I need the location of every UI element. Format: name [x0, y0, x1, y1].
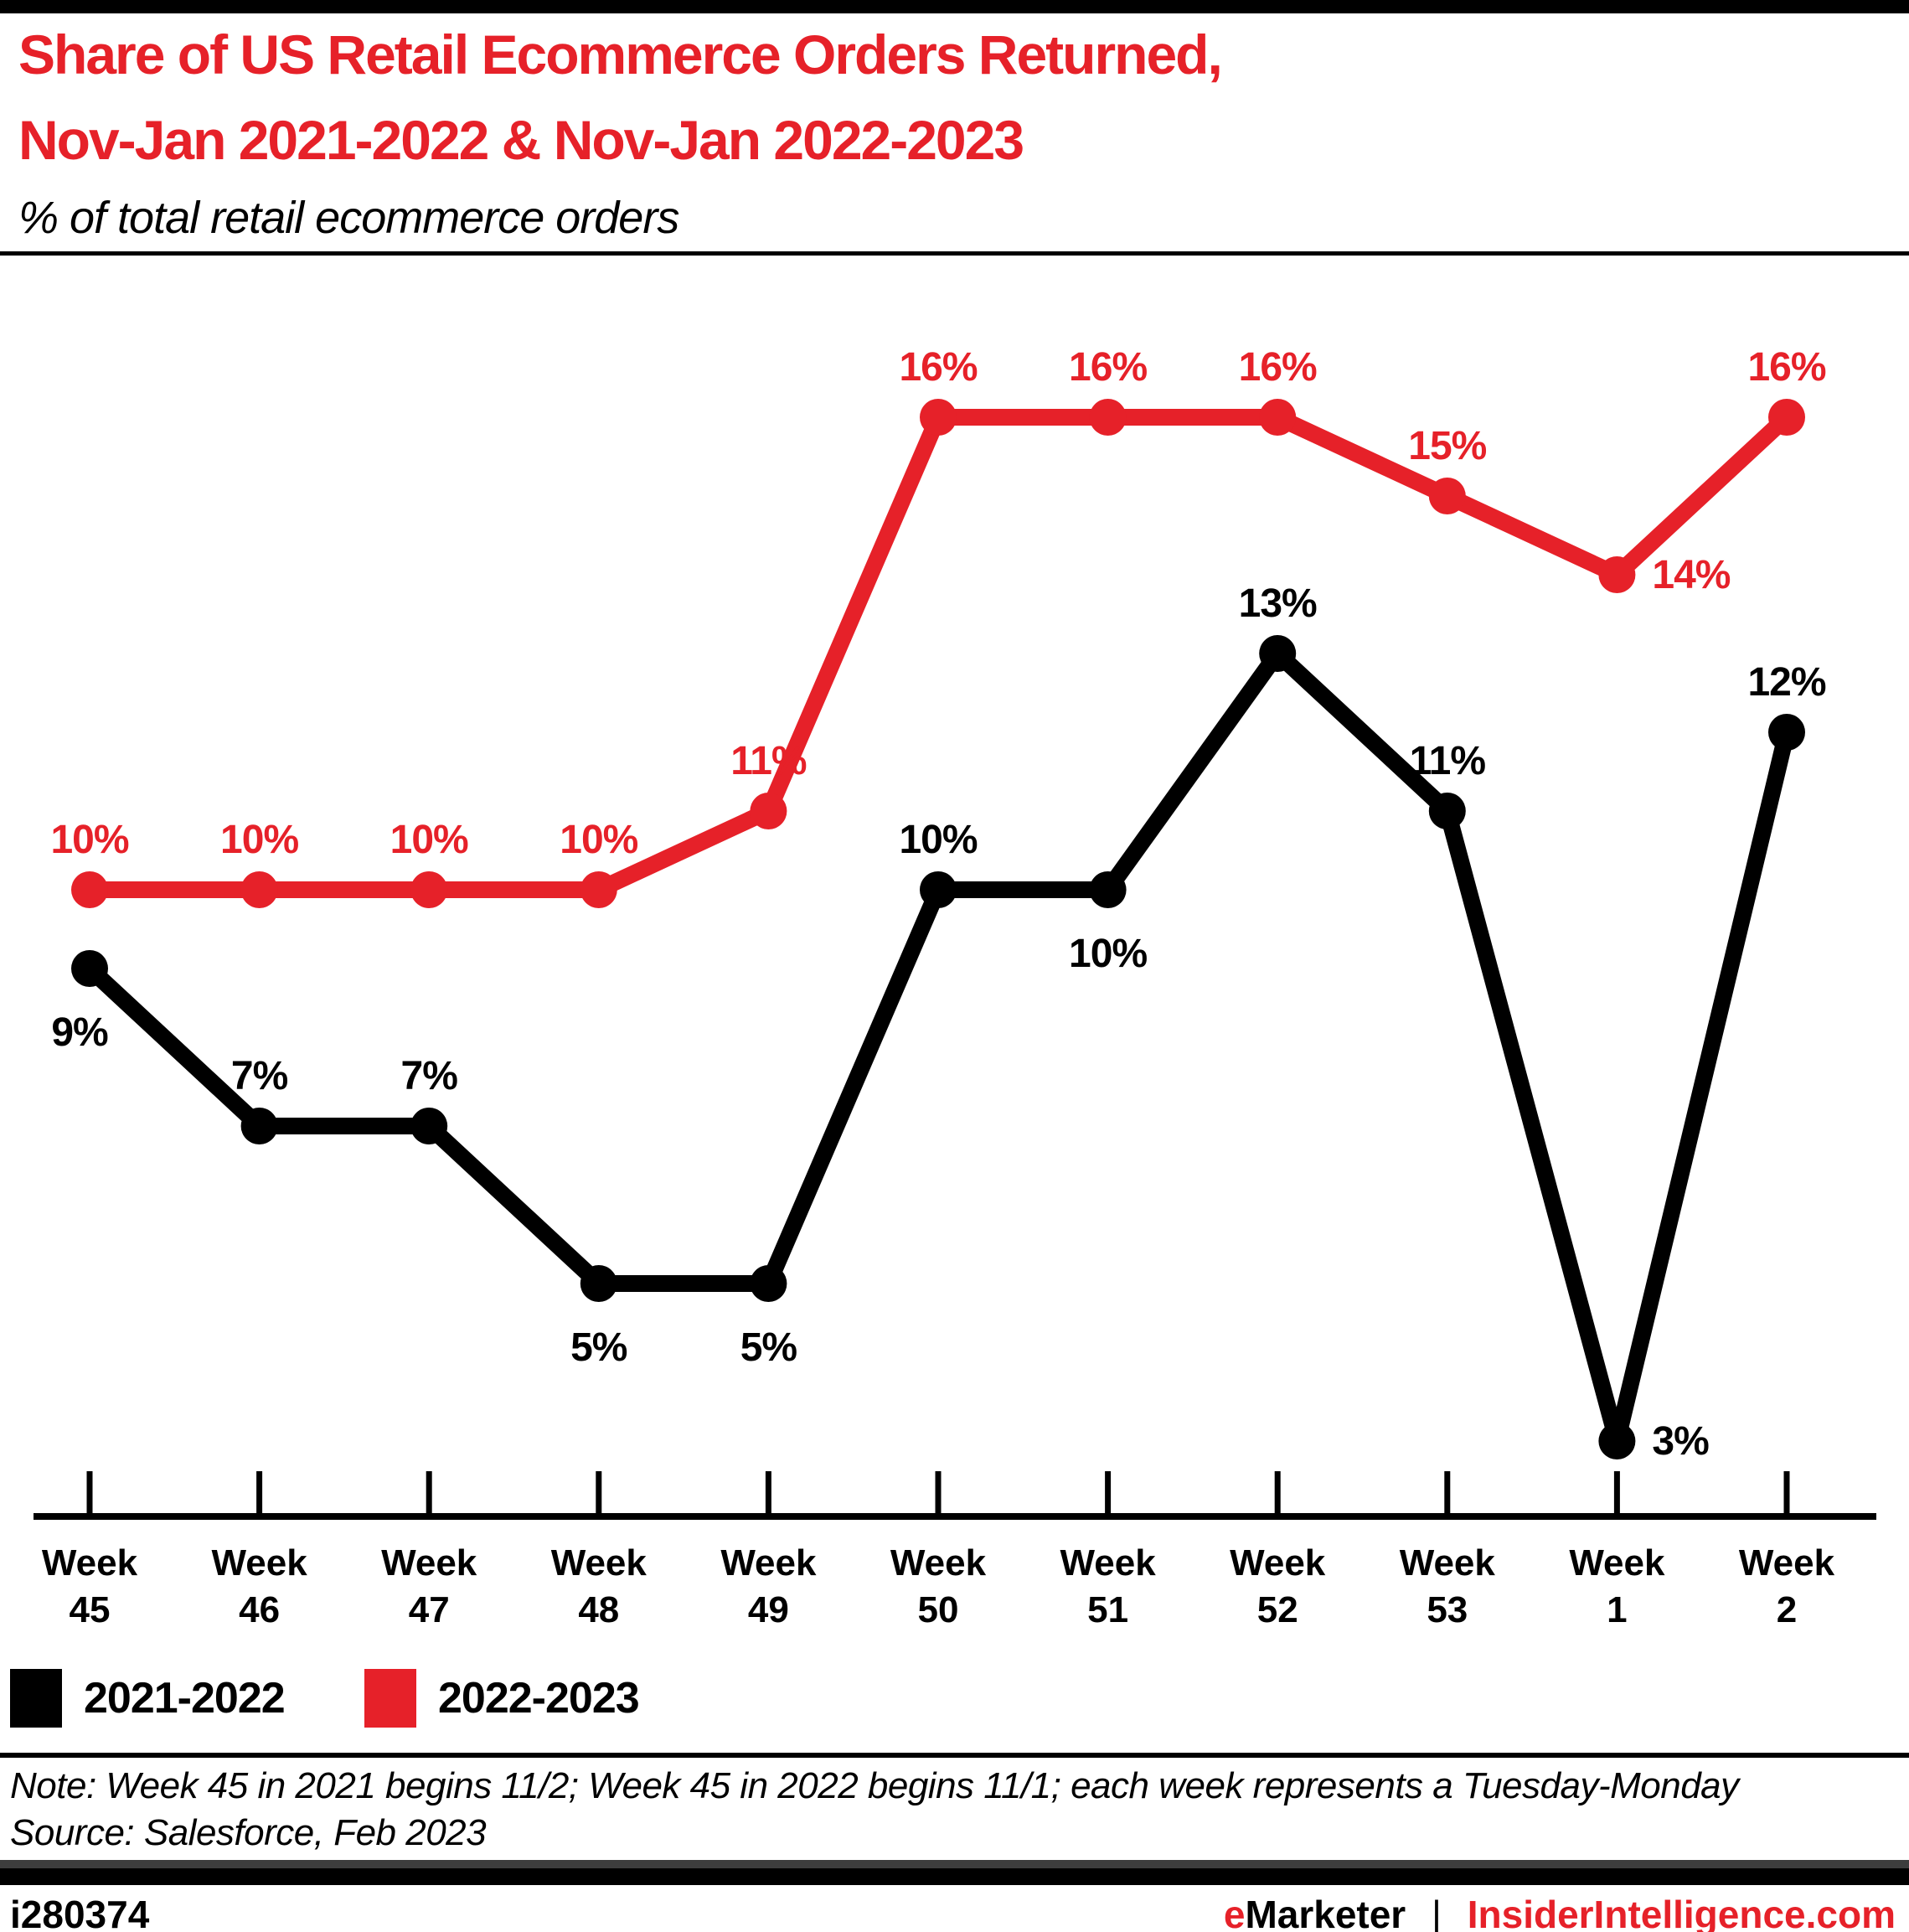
x-label-week-number: 1 — [1607, 1589, 1627, 1630]
x-label-week-number: 48 — [578, 1589, 619, 1630]
x-label-week-number: 45 — [70, 1589, 111, 1630]
data-label-2021-2022: 10% — [1069, 932, 1147, 976]
note-text: Note: Week 45 in 2021 begins 11/2; Week … — [10, 1765, 1739, 1806]
data-point-2021-2022 — [1089, 871, 1127, 908]
data-label-2021-2022: 5% — [570, 1325, 627, 1370]
x-label-week-word: Week — [720, 1542, 817, 1583]
footer-gray-bar — [0, 1860, 1909, 1868]
footer-black-bar — [0, 1868, 1909, 1885]
brand-separator: | — [1432, 1893, 1442, 1932]
data-point-2022-2023 — [1259, 399, 1297, 436]
data-label-2022-2023: 10% — [220, 818, 298, 862]
footer: i280374 eMarketer | InsiderIntelligence.… — [10, 1892, 1896, 1932]
x-label-week-number: 47 — [409, 1589, 450, 1630]
data-point-2021-2022 — [71, 950, 108, 987]
data-point-2021-2022 — [750, 1265, 787, 1302]
data-label-2022-2023: 11% — [730, 739, 807, 783]
x-label-week-word: Week — [1739, 1542, 1835, 1583]
data-label-2022-2023: 15% — [1408, 424, 1486, 468]
x-label-week-word: Week — [42, 1542, 138, 1583]
data-point-2022-2023 — [920, 399, 957, 436]
x-label-week-word: Week — [1060, 1542, 1157, 1583]
x-label-week-word: Week — [1400, 1542, 1496, 1583]
data-point-2022-2023 — [410, 871, 448, 908]
notes-divider-rule — [0, 1753, 1909, 1758]
data-label-2021-2022: 7% — [401, 1054, 458, 1098]
x-label-week-word: Week — [1569, 1542, 1665, 1583]
data-label-2021-2022: 11% — [1410, 739, 1486, 783]
data-label-2021-2022: 9% — [51, 1010, 108, 1055]
data-label-2022-2023: 10% — [560, 818, 637, 862]
x-label-week-number: 2 — [1777, 1589, 1797, 1630]
data-label-2021-2022: 7% — [231, 1054, 288, 1098]
legend-item-2022-2023: 2022-2023 — [364, 1669, 640, 1728]
emarketer-logo-e: e — [1223, 1893, 1246, 1932]
chart-id: i280374 — [10, 1893, 150, 1932]
data-label-2022-2023: 10% — [390, 818, 468, 862]
chart-title-line1: Share of US Retail Ecommerce Orders Retu… — [18, 23, 1223, 85]
data-label-2021-2022: 3% — [1652, 1419, 1709, 1464]
data-point-2022-2023 — [71, 871, 108, 908]
data-label-2021-2022: 5% — [740, 1325, 797, 1370]
data-point-2022-2023 — [580, 871, 617, 908]
data-point-2021-2022 — [240, 1108, 278, 1144]
data-point-2022-2023 — [750, 793, 787, 829]
emarketer-logo-rest: Marketer — [1245, 1893, 1406, 1932]
legend-label-2022-2023: 2022-2023 — [438, 1674, 640, 1723]
header-divider-rule — [0, 251, 1909, 256]
x-label-week-word: Week — [890, 1542, 987, 1583]
data-point-2022-2023 — [240, 871, 278, 908]
x-label-week-number: 46 — [239, 1589, 280, 1630]
data-point-2022-2023 — [1598, 556, 1636, 593]
data-point-2021-2022 — [410, 1108, 448, 1144]
data-label-2021-2022: 10% — [899, 818, 977, 862]
x-label-week-number: 49 — [748, 1589, 789, 1630]
series-line-2021-2022 — [84, 645, 1795, 1449]
data-label-2021-2022: 13% — [1239, 581, 1317, 626]
data-label-2022-2023: 16% — [1239, 345, 1317, 390]
x-label-week-number: 52 — [1257, 1589, 1298, 1630]
data-point-2021-2022 — [1259, 635, 1297, 672]
legend-swatch-red — [364, 1669, 416, 1728]
data-point-2021-2022 — [1428, 793, 1466, 829]
legend-swatch-black — [10, 1669, 62, 1728]
chart-title-line2: Nov-Jan 2021-2022 & Nov-Jan 2022-2023 — [18, 109, 1024, 171]
data-point-2021-2022 — [1598, 1423, 1636, 1459]
x-label-week-word: Week — [1230, 1542, 1326, 1583]
insider-intelligence-link[interactable]: InsiderIntelligence.com — [1467, 1893, 1896, 1932]
brand-lockup: eMarketer | InsiderIntelligence.com — [1224, 1892, 1896, 1932]
x-label-week-number: 51 — [1087, 1589, 1128, 1630]
data-label-2022-2023: 16% — [1069, 345, 1147, 390]
notes-block: Note: Week 45 in 2021 begins 11/2; Week … — [10, 1763, 1739, 1857]
x-label-week-word: Week — [212, 1542, 308, 1583]
top-black-bar — [0, 0, 1909, 13]
x-label-week-number: 50 — [918, 1589, 959, 1630]
legend-label-2021-2022: 2021-2022 — [84, 1674, 286, 1723]
data-point-2021-2022 — [920, 871, 957, 908]
data-label-2022-2023: 14% — [1652, 553, 1730, 597]
data-label-2022-2023: 10% — [50, 818, 128, 862]
data-point-2021-2022 — [580, 1265, 617, 1302]
x-label-week-number: 53 — [1427, 1589, 1468, 1630]
chart-subtitle: % of total retail ecommerce orders — [18, 193, 679, 243]
x-label-week-word: Week — [551, 1542, 648, 1583]
source-text: Source: Salesforce, Feb 2023 — [10, 1812, 487, 1853]
data-point-2022-2023 — [1089, 399, 1127, 436]
data-point-2022-2023 — [1428, 478, 1466, 514]
x-label-week-word: Week — [381, 1542, 477, 1583]
data-label-2022-2023: 16% — [1747, 345, 1825, 390]
data-label-2021-2022: 12% — [1747, 660, 1825, 705]
data-point-2021-2022 — [1768, 714, 1805, 751]
data-point-2022-2023 — [1768, 399, 1805, 436]
legend-item-2021-2022: 2021-2022 — [10, 1669, 286, 1728]
data-label-2022-2023: 16% — [899, 345, 977, 390]
chart-header: Share of US Retail Ecommerce Orders Retu… — [18, 12, 1223, 245]
